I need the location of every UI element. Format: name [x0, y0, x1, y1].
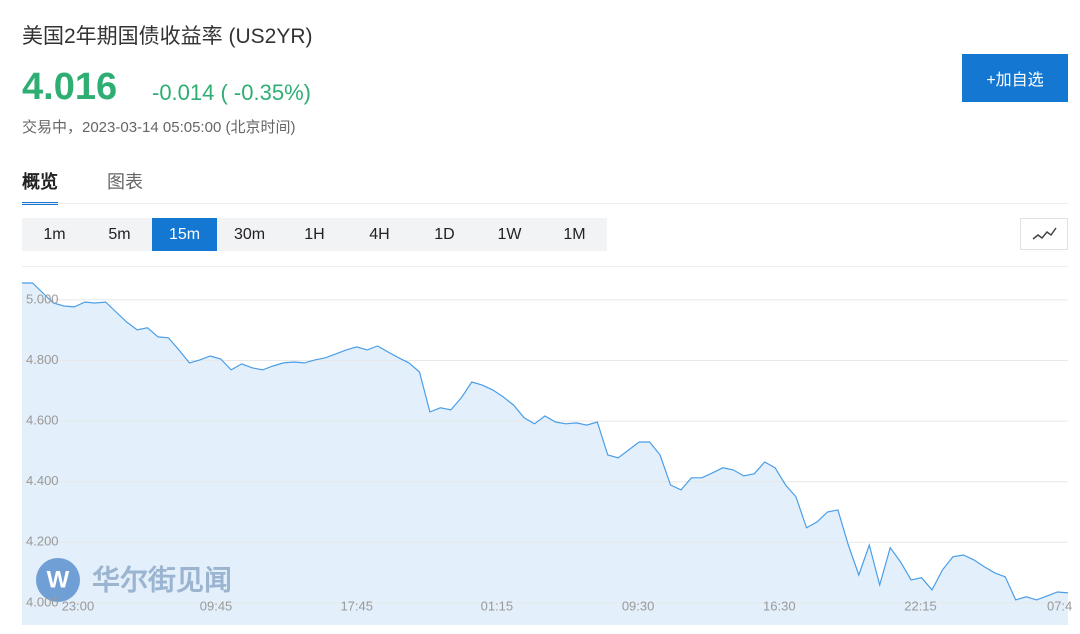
interval-button[interactable]: 1D — [434, 225, 455, 243]
interval-button[interactable]: 1M — [563, 225, 586, 243]
add-watchlist-button[interactable]: +加自选 — [962, 54, 1068, 102]
interval-button[interactable]: 15m — [152, 218, 217, 251]
status: 交易中，2023-03-14 05:05:00 (北京时间) — [22, 119, 296, 136]
y-tick-label: 4.200 — [26, 534, 59, 549]
x-tick-label: 17:45 — [340, 598, 373, 613]
y-tick-label: 4.400 — [26, 473, 59, 488]
separator — [22, 203, 1068, 204]
tab[interactable]: 图表 — [107, 172, 143, 192]
x-tick-label: 09:45 — [200, 598, 233, 613]
line-icon — [1032, 227, 1057, 240]
svg-text:W: W — [47, 566, 70, 593]
chart: W 华尔街见闻 4.000 4.200 4.400 4.600 4.800 5.000 23… — [22, 266, 1072, 625]
tab[interactable]: 概览 — [22, 168, 58, 205]
chart-style-button[interactable] — [1020, 218, 1068, 250]
price: 4.016 — [22, 66, 118, 108]
interval-button[interactable]: 4H — [369, 225, 390, 243]
watermark: 华尔街见闻 — [92, 564, 232, 597]
interval-button[interactable]: 1m — [43, 225, 66, 243]
y-tick-label: 4.000 — [26, 594, 59, 609]
x-tick-label: 09:30 — [622, 598, 655, 613]
x-tick-label: 07:4 — [1047, 598, 1072, 613]
area — [22, 283, 1068, 625]
y-tick-label: 5.000 — [26, 291, 59, 306]
y-tick-label: 4.600 — [26, 413, 59, 428]
x-tick-label: 01:15 — [481, 598, 514, 613]
watermark-logo: W — [36, 558, 80, 602]
line — [22, 282, 1069, 601]
x-tick-label: 22:15 — [904, 598, 937, 613]
interval-button[interactable]: 1H — [304, 225, 325, 243]
interval-button[interactable]: 1W — [497, 225, 522, 243]
interval-button[interactable]: 5m — [108, 225, 131, 243]
x-tick-label: 23:00 — [62, 598, 95, 613]
x-tick-label: 16:30 — [763, 598, 796, 613]
change: -0.014 ( -0.35%) — [152, 80, 311, 105]
interval-bar: 1m 5m 15m 30m 1H 4H 1D 1W 1M — [22, 218, 607, 251]
y-tick-label: 4.800 — [26, 352, 59, 367]
interval-button[interactable]: 30m — [233, 225, 266, 243]
title: 美国2年期国债收益率 (US2YR) — [22, 25, 313, 48]
